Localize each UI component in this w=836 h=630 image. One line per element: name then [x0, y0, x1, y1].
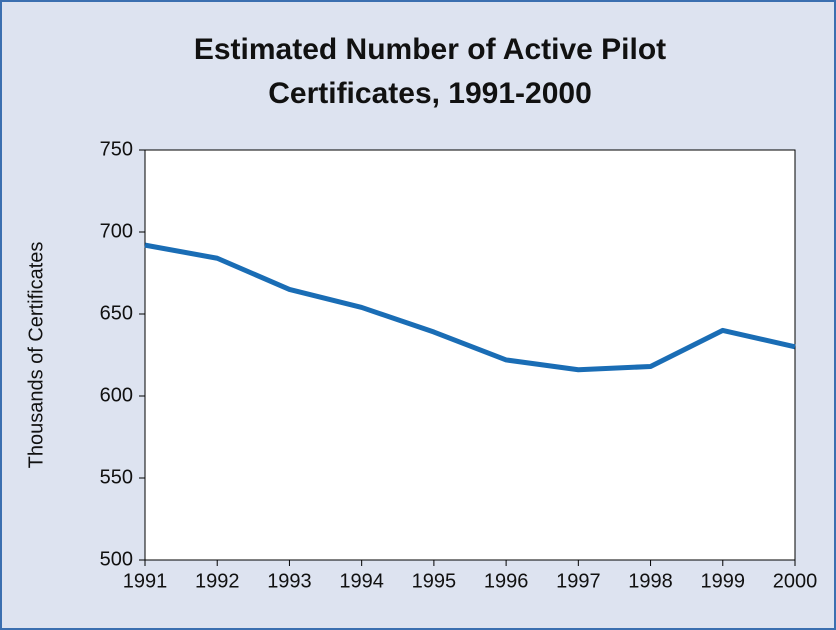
y-tick-label: 500 [100, 548, 133, 570]
x-tick-label: 1996 [484, 570, 529, 592]
x-tick-label: 1995 [412, 570, 457, 592]
x-tick-label: 1998 [628, 570, 673, 592]
y-tick-label: 700 [100, 220, 133, 242]
x-tick-label: 1993 [267, 570, 312, 592]
x-tick-label: 1991 [123, 570, 168, 592]
plot-area [144, 149, 796, 561]
x-tick-label: 1992 [195, 570, 240, 592]
x-tick-label: 2000 [773, 570, 818, 592]
y-tick-label: 600 [100, 384, 133, 406]
x-tick-label: 1997 [556, 570, 601, 592]
y-tick-label: 650 [100, 302, 133, 324]
x-tick-label: 1999 [701, 570, 746, 592]
y-tick-label: 550 [100, 466, 133, 488]
line-series [144, 242, 796, 373]
y-axis-label: Thousands of Certificates [25, 242, 47, 469]
x-tick-label: 1994 [339, 570, 384, 592]
chart-title: Estimated Number of Active Pilot Certifi… [193, 33, 667, 110]
y-tick-label: 750 [100, 138, 133, 160]
